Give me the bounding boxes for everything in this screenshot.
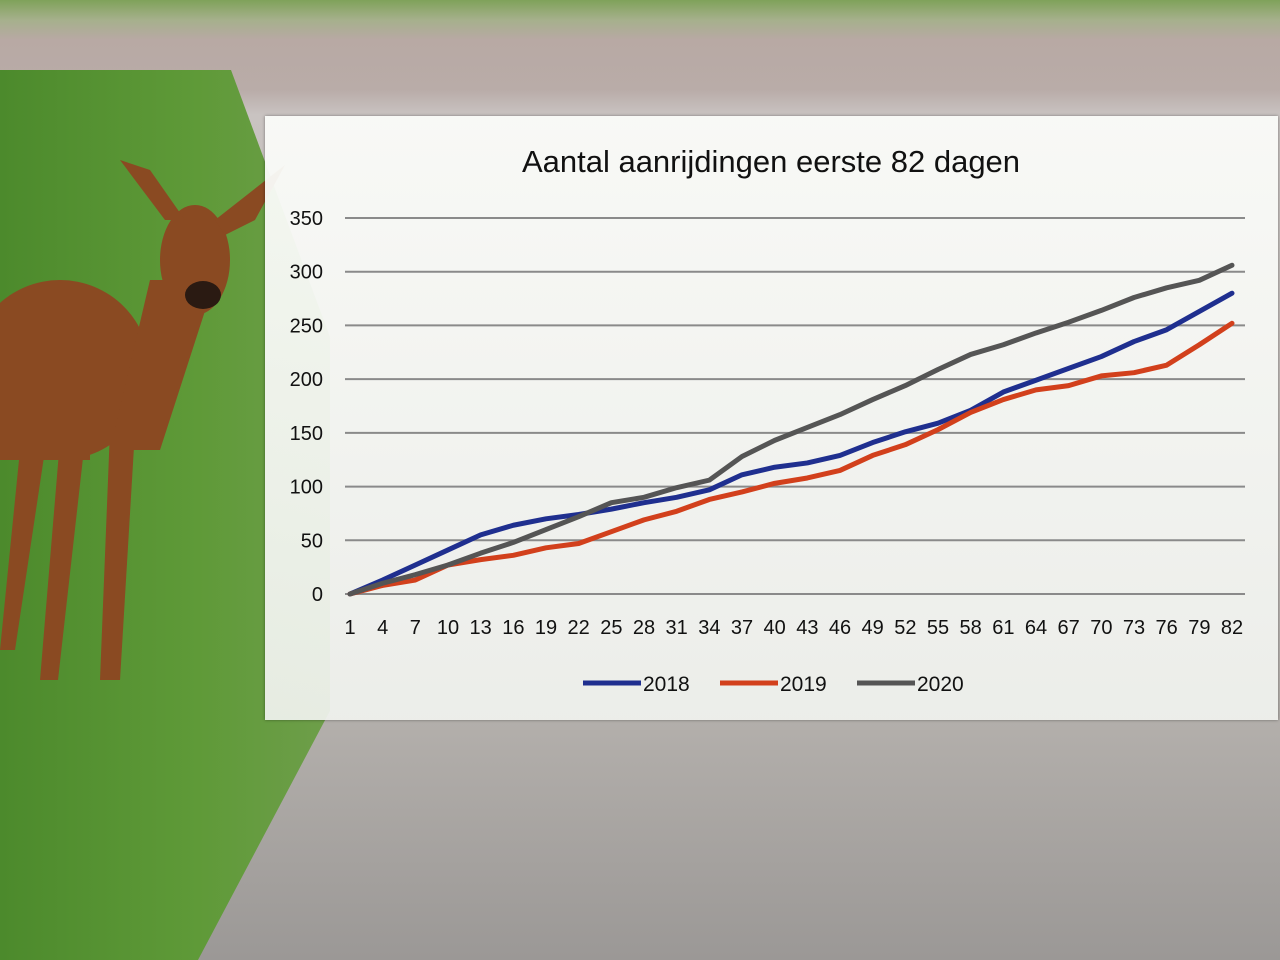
x-tick-label: 34 [698,617,720,639]
x-tick-label: 70 [1090,617,1112,639]
x-tick-label: 64 [1025,617,1047,639]
x-tick-label: 16 [502,617,524,639]
deer-photo [0,160,285,680]
y-tick-label: 50 [301,530,323,552]
x-tick-label: 58 [960,617,982,639]
x-tick-label: 40 [764,617,786,639]
x-tick-label: 43 [796,617,818,639]
x-tick-label: 22 [568,617,590,639]
x-tick-label: 52 [894,617,916,639]
x-tick-label: 13 [470,617,492,639]
y-tick-label: 100 [290,477,323,499]
x-tick-label: 7 [410,617,421,639]
x-tick-label: 28 [633,617,655,639]
chart-panel: Aantal aanrijdingen eerste 82 dagen 0 50 1… [265,116,1278,720]
x-tick-label: 46 [829,617,851,639]
x-tick-label: 1 [344,617,355,639]
x-tick-label: 67 [1058,617,1080,639]
y-tick-label: 300 [290,262,323,284]
series-line-2020 [347,262,1235,597]
y-tick-label: 0 [312,584,323,606]
x-tick-label: 10 [437,617,459,639]
x-tick-label: 55 [927,617,949,639]
x-tick-label: 61 [992,617,1014,639]
x-tick-label: 37 [731,617,753,639]
series-line-2019 [347,320,1235,597]
x-tick-label: 79 [1188,617,1210,639]
legend-label-2019: 2019 [780,673,827,696]
legend-label-2018: 2018 [643,673,690,696]
y-tick-label: 350 [290,208,323,230]
x-tick-label: 73 [1123,617,1145,639]
y-tick-label: 150 [290,423,323,445]
line-chart: Aantal aanrijdingen eerste 82 dagen 0 50 1… [290,144,1245,696]
x-tick-label: 25 [600,617,622,639]
x-tick-label: 82 [1221,617,1243,639]
x-tick-label: 4 [377,617,388,639]
x-tick-label: 31 [666,617,688,639]
series-line-2018 [347,290,1235,597]
x-tick-label: 49 [862,617,884,639]
legend-label-2020: 2020 [917,673,964,696]
y-tick-label: 250 [290,315,323,337]
y-tick-label: 200 [290,369,323,391]
x-tick-label: 76 [1156,617,1178,639]
chart-title: Aantal aanrijdingen eerste 82 dagen [522,144,1020,179]
x-tick-label: 19 [535,617,557,639]
